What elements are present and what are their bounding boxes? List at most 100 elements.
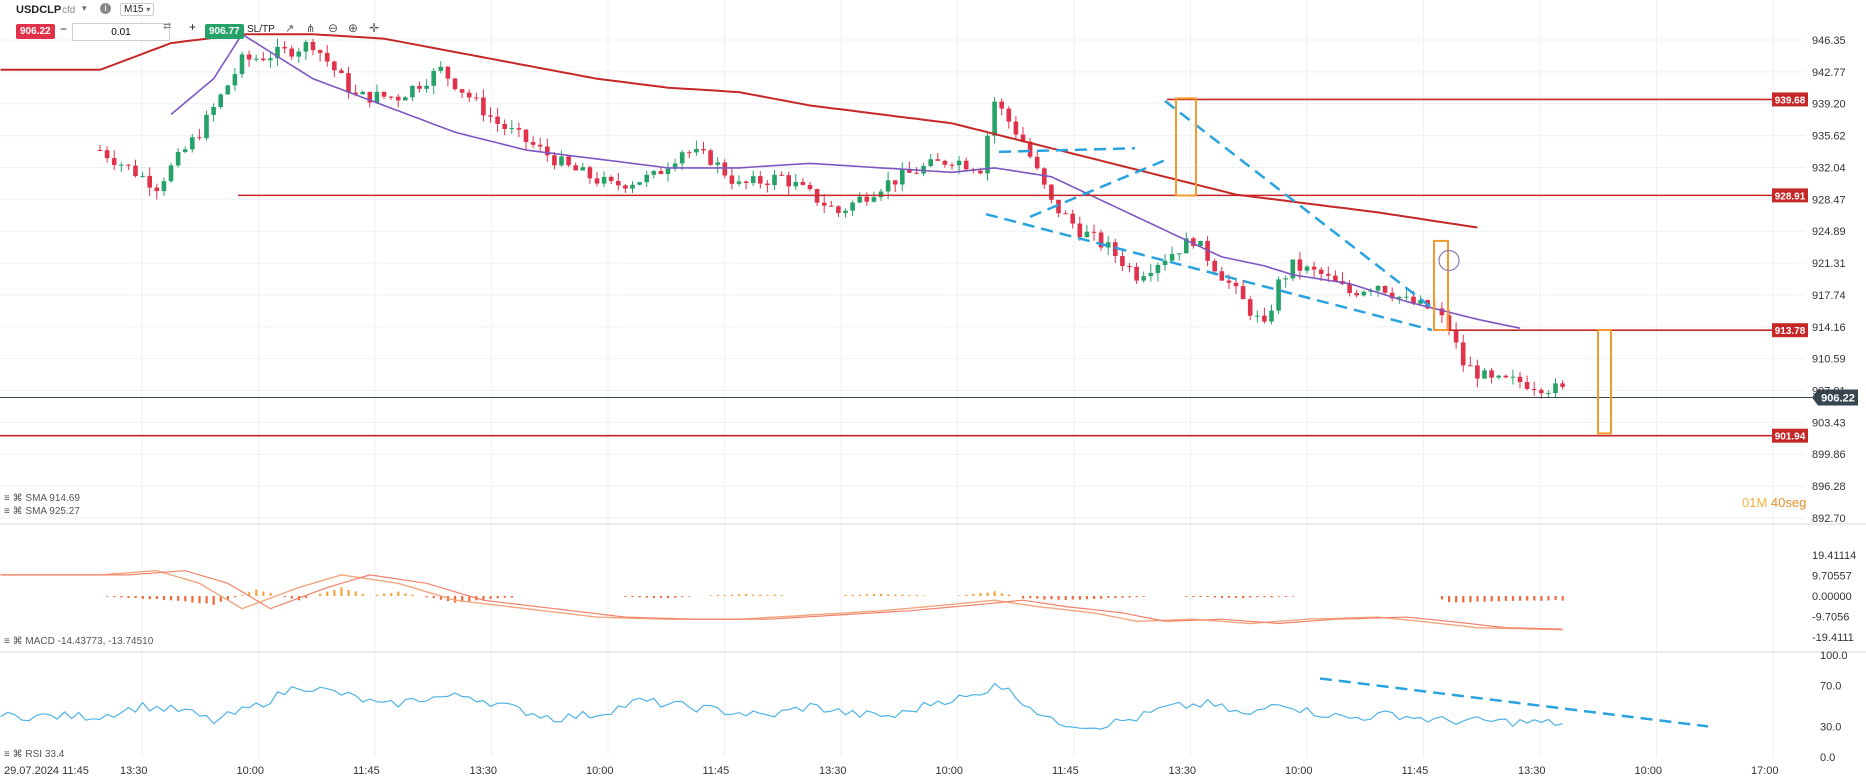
rsi-tick-label: 0.0 bbox=[1820, 752, 1835, 764]
macd-histogram-bar bbox=[290, 596, 293, 599]
candle-bear bbox=[1524, 382, 1530, 389]
swap-icon[interactable]: ⇄ bbox=[163, 21, 172, 32]
macd-histogram-bar bbox=[922, 595, 925, 596]
candle-bull bbox=[360, 91, 365, 95]
candle-bull bbox=[1255, 315, 1260, 317]
indicator-icon[interactable]: ⋔ bbox=[306, 23, 316, 35]
price-tick-label: 935.62 bbox=[1812, 131, 1846, 143]
macd-histogram-bar bbox=[1526, 596, 1529, 601]
zoom-in-icon[interactable]: ⊕ bbox=[348, 21, 359, 35]
plus-button[interactable]: + bbox=[189, 20, 197, 34]
macd-tick-label: 19.41114 bbox=[1812, 550, 1856, 562]
candle-bear bbox=[1517, 376, 1523, 383]
candle-bull bbox=[992, 101, 997, 136]
macd-histogram-bar bbox=[333, 590, 336, 597]
macd-histogram-bar bbox=[439, 596, 442, 600]
candle-bear bbox=[1333, 275, 1338, 282]
level-tag bbox=[1772, 428, 1808, 443]
timeframe-select[interactable]: M15 ▾ bbox=[120, 3, 155, 16]
sell-price-button[interactable]: 906.22 bbox=[16, 24, 55, 39]
candle-bear bbox=[530, 141, 536, 145]
macd-histogram-bar bbox=[730, 594, 734, 596]
trend-tool-icon[interactable]: ↗ bbox=[285, 23, 295, 35]
candle-bear bbox=[381, 91, 387, 97]
candle-bear bbox=[701, 148, 706, 151]
macd-histogram-bar bbox=[851, 594, 854, 597]
rsi-legend[interactable]: ≡ ⌘ RSI 33.4 bbox=[4, 749, 65, 760]
candle-bear bbox=[1127, 266, 1132, 268]
macd-histogram-bar bbox=[1000, 593, 1003, 596]
candle-bear bbox=[1347, 284, 1352, 294]
info-icon[interactable]: i bbox=[100, 3, 111, 14]
sma-fast-legend[interactable]: ≡ ⌘ SMA 914.69 bbox=[4, 493, 80, 504]
candle-bear bbox=[807, 184, 813, 190]
candle-bear bbox=[623, 185, 628, 189]
rsi-tick-label: 30.0 bbox=[1820, 721, 1841, 733]
legend-menu-icon[interactable]: ≡ ⌘ bbox=[4, 506, 23, 517]
buy-price-button[interactable]: 906.77 bbox=[205, 24, 244, 39]
candle-bull bbox=[985, 135, 990, 174]
macd-histogram-bar bbox=[170, 596, 173, 601]
macd-histogram-bar bbox=[425, 596, 428, 598]
macd-histogram-bar bbox=[162, 596, 166, 600]
candle-bear bbox=[999, 101, 1004, 109]
candle-bear bbox=[466, 92, 472, 98]
candle-bear bbox=[147, 175, 152, 188]
minus-button[interactable]: − bbox=[60, 22, 68, 36]
macd-histogram-bar bbox=[1561, 596, 1564, 601]
timeframe-label: M15 bbox=[124, 4, 144, 15]
macd-histogram-bar bbox=[432, 596, 435, 599]
candle-bear bbox=[978, 170, 983, 174]
macd-histogram-bar bbox=[631, 596, 634, 597]
zoom-out-icon[interactable]: ⊖ bbox=[328, 21, 339, 35]
candle-bear bbox=[1453, 330, 1459, 343]
candle-bear bbox=[608, 176, 614, 181]
time-tick-label: 10:00 bbox=[1285, 765, 1313, 775]
sltp-button[interactable]: SL/TP bbox=[247, 24, 275, 35]
quantity-input[interactable] bbox=[72, 23, 170, 41]
macd-histogram-bar bbox=[503, 596, 506, 598]
candle-bear bbox=[1475, 365, 1480, 379]
candle-bear bbox=[282, 46, 287, 49]
time-tick-label: 10:00 bbox=[237, 765, 265, 775]
price-tick-label: 907.01 bbox=[1812, 386, 1846, 398]
macd-histogram-bar bbox=[269, 592, 272, 596]
candle-bear bbox=[445, 66, 451, 79]
macd-histogram-bar bbox=[1469, 596, 1472, 603]
candle-bull bbox=[161, 181, 167, 192]
sma-slow-legend[interactable]: ≡ ⌘ SMA 925.27 bbox=[4, 506, 80, 517]
macd-tick-label: -19.4111 bbox=[1812, 632, 1854, 644]
candle-bear bbox=[417, 85, 422, 89]
legend-menu-icon[interactable]: ≡ ⌘ bbox=[4, 636, 23, 647]
level-label: 901.94 bbox=[1775, 432, 1806, 443]
candle-bear bbox=[722, 162, 728, 176]
macd-histogram-bar bbox=[1504, 596, 1507, 601]
crosshair-icon[interactable]: ✛ bbox=[369, 21, 380, 35]
macd-histogram-bar bbox=[233, 596, 237, 598]
candle-bear bbox=[1262, 315, 1267, 322]
macd-histogram-bar bbox=[1476, 596, 1479, 602]
symbol-name[interactable]: USDCLP bbox=[16, 4, 62, 16]
macd-histogram-bar bbox=[773, 594, 776, 597]
macd-histogram-bar bbox=[1256, 596, 1259, 598]
time-tick-label: 13:30 bbox=[1169, 765, 1197, 775]
price-tick-label: 899.86 bbox=[1812, 449, 1846, 461]
chevron-down-icon[interactable]: ▾ bbox=[82, 3, 87, 13]
candle-bear bbox=[516, 128, 522, 130]
macd-histogram-bar bbox=[958, 595, 961, 596]
macd-histogram-bar bbox=[1206, 596, 1209, 598]
macd-histogram-bar bbox=[340, 587, 343, 597]
macd-legend[interactable]: ≡ ⌘ MACD -14.43773, -13.74510 bbox=[4, 636, 154, 647]
macd-histogram-bar bbox=[780, 594, 783, 597]
macd-histogram-bar bbox=[1284, 596, 1287, 597]
candle-bear bbox=[566, 156, 571, 166]
legend-menu-icon[interactable]: ≡ ⌘ bbox=[4, 493, 23, 504]
candle-bear bbox=[1013, 121, 1019, 135]
rsi-panel bbox=[0, 677, 1709, 730]
candle-bear bbox=[1240, 286, 1246, 300]
candle-bear bbox=[1134, 266, 1139, 281]
legend-menu-icon[interactable]: ≡ ⌘ bbox=[4, 749, 23, 760]
macd-histogram-bar bbox=[1078, 596, 1081, 600]
